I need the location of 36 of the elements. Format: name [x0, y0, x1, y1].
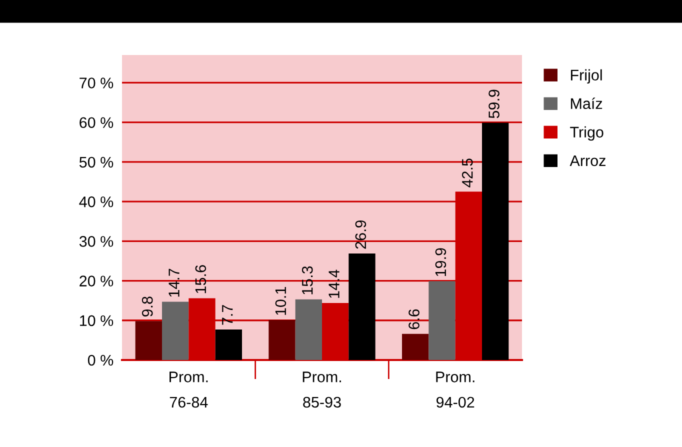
y-tick-label: 70 % — [80, 78, 114, 88]
bar — [295, 299, 322, 360]
data-label: 10.1 — [275, 287, 286, 315]
bar — [162, 302, 189, 360]
data-label: 42.5 — [462, 158, 473, 188]
bar — [215, 330, 242, 360]
x-tick-label: Prom. 94-02 — [436, 372, 474, 408]
data-label: 15.6 — [195, 265, 206, 294]
y-tick-label: 10 % — [80, 315, 114, 326]
y-tick-label: 20 % — [80, 276, 114, 286]
bar — [482, 122, 509, 360]
x-tick-label: Prom. 85-93 — [302, 372, 341, 408]
data-label: 9.8 — [142, 296, 153, 317]
y-tick-label: 30 % — [79, 236, 114, 247]
data-label: 59.9 — [488, 90, 500, 118]
bar — [268, 320, 296, 360]
bar — [402, 334, 429, 360]
bar — [348, 253, 376, 360]
legend-label: Maíz — [570, 98, 602, 110]
data-label: 7.7 — [222, 305, 233, 325]
y-tick-label: 60 % — [80, 117, 114, 128]
data-label: 14.4 — [328, 270, 340, 298]
legend-label: Arroz — [570, 155, 606, 166]
bar — [135, 321, 162, 360]
data-label: 19.9 — [435, 248, 446, 276]
legend-label: Trigo — [570, 126, 604, 141]
data-label: 6.6 — [408, 309, 420, 330]
data-label: 26.9 — [355, 220, 366, 249]
y-tick-label: 40 % — [79, 196, 114, 208]
y-tick-label: 50 % — [79, 156, 114, 168]
y-tick-label: 0 % — [88, 354, 114, 366]
legend-label: Frijol — [570, 69, 602, 84]
data-label: 15.3 — [302, 266, 313, 294]
data-label: 14.7 — [168, 268, 180, 297]
bar — [428, 281, 456, 360]
x-tick-label: Prom. 76-84 — [170, 372, 208, 408]
